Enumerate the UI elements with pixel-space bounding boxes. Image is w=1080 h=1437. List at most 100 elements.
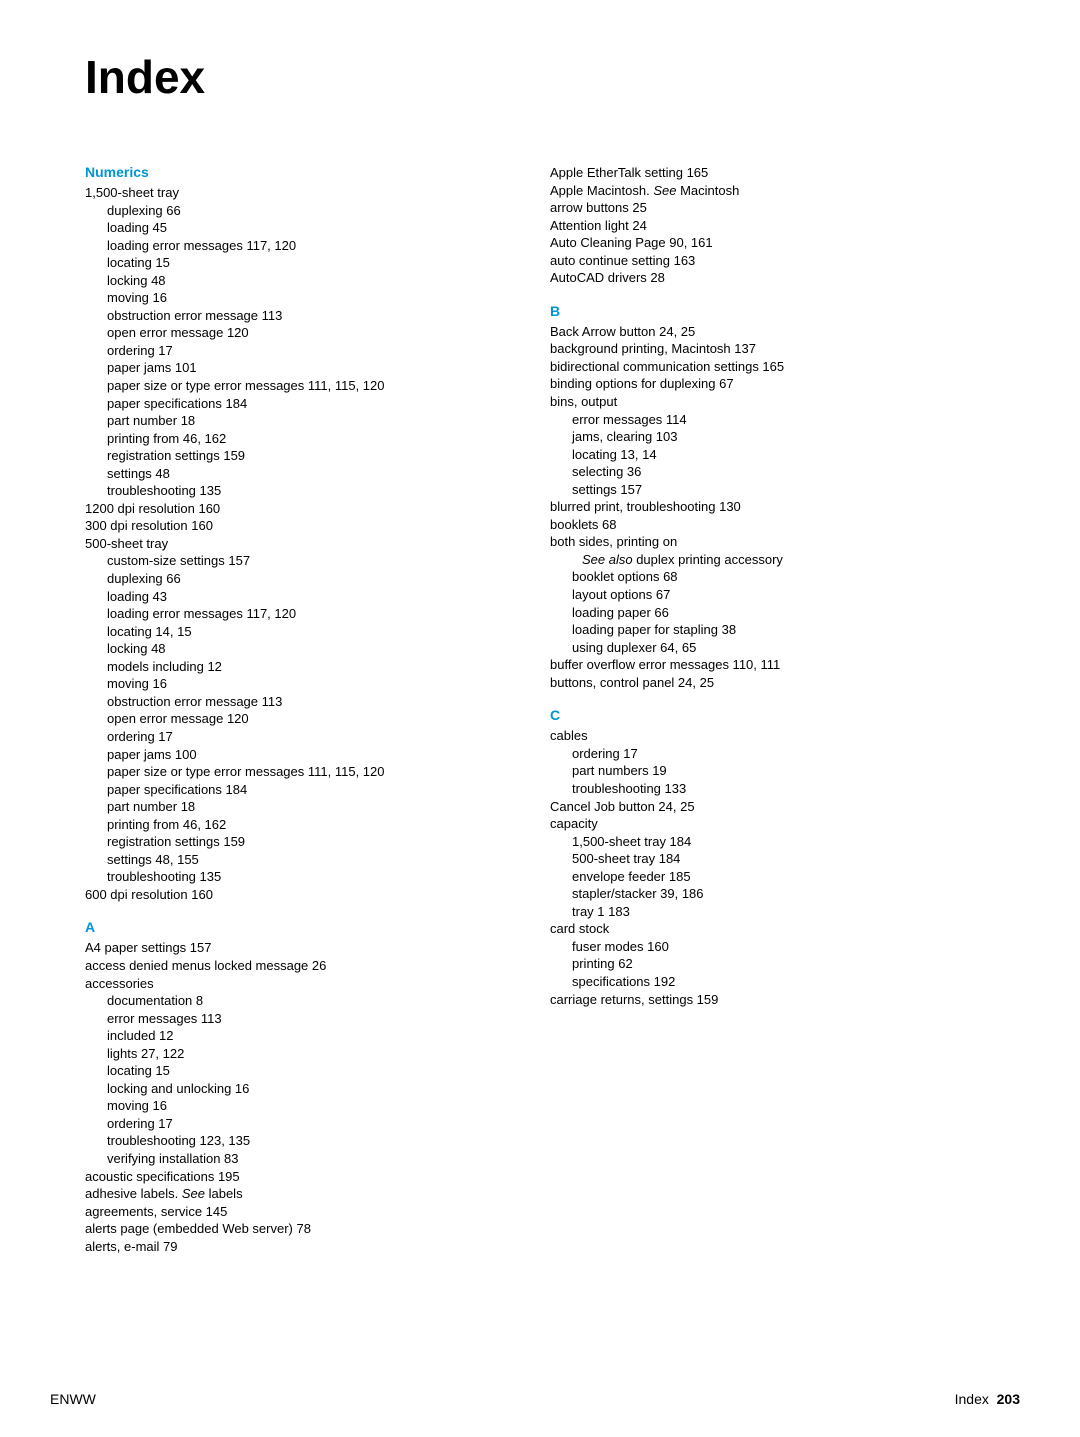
- index-entry: locking and unlocking 16: [85, 1080, 530, 1098]
- index-entry: loading 45: [85, 219, 530, 237]
- index-entry: locating 13, 14: [550, 446, 995, 464]
- index-entry: locating 14, 15: [85, 623, 530, 641]
- index-entry: lights 27, 122: [85, 1045, 530, 1063]
- index-entry: locating 15: [85, 254, 530, 272]
- index-entry: troubleshooting 123, 135: [85, 1132, 530, 1150]
- index-entry: loading paper 66: [550, 604, 995, 622]
- index-entry: locking 48: [85, 272, 530, 290]
- index-entry: ordering 17: [85, 1115, 530, 1133]
- index-entry: arrow buttons 25: [550, 199, 995, 217]
- index-entry: printing from 46, 162: [85, 430, 530, 448]
- index-entry: Back Arrow button 24, 25: [550, 323, 995, 341]
- index-entry: See also duplex printing accessory: [550, 551, 995, 569]
- index-entry: booklets 68: [550, 516, 995, 534]
- index-entry: included 12: [85, 1027, 530, 1045]
- index-entry: selecting 36: [550, 463, 995, 481]
- section-heading: Numerics: [85, 164, 530, 180]
- index-entry: error messages 113: [85, 1010, 530, 1028]
- index-entry: part number 18: [85, 412, 530, 430]
- index-entry: 1,500-sheet tray: [85, 184, 530, 202]
- index-entry: verifying installation 83: [85, 1150, 530, 1168]
- index-entry: moving 16: [85, 289, 530, 307]
- index-entry: buttons, control panel 24, 25: [550, 674, 995, 692]
- index-entry: stapler/stacker 39, 186: [550, 885, 995, 903]
- index-entry: Apple Macintosh. See Macintosh: [550, 182, 995, 200]
- index-entry: 600 dpi resolution 160: [85, 886, 530, 904]
- index-entry: ordering 17: [550, 745, 995, 763]
- index-entry: 300 dpi resolution 160: [85, 517, 530, 535]
- index-entry: fuser modes 160: [550, 938, 995, 956]
- index-entry: loading error messages 117, 120: [85, 237, 530, 255]
- index-entry: paper jams 101: [85, 359, 530, 377]
- index-entry: access denied menus locked message 26: [85, 957, 530, 975]
- index-entry: printing 62: [550, 955, 995, 973]
- index-entry: alerts, e-mail 79: [85, 1238, 530, 1256]
- index-entry: Cancel Job button 24, 25: [550, 798, 995, 816]
- page-title: Index: [85, 50, 995, 104]
- index-entry: 1,500-sheet tray 184: [550, 833, 995, 851]
- page-footer: ENWW Index 203: [50, 1391, 1020, 1407]
- index-entry: AutoCAD drivers 28: [550, 269, 995, 287]
- index-entry: 1200 dpi resolution 160: [85, 500, 530, 518]
- index-entry: loading paper for stapling 38: [550, 621, 995, 639]
- index-entry: part numbers 19: [550, 762, 995, 780]
- index-entry: specifications 192: [550, 973, 995, 991]
- footer-left: ENWW: [50, 1391, 96, 1407]
- index-entry: troubleshooting 133: [550, 780, 995, 798]
- index-entry: layout options 67: [550, 586, 995, 604]
- index-entry: booklet options 68: [550, 568, 995, 586]
- index-entry: binding options for duplexing 67: [550, 375, 995, 393]
- index-entry: envelope feeder 185: [550, 868, 995, 886]
- index-entry: loading error messages 117, 120: [85, 605, 530, 623]
- index-entry: 500-sheet tray: [85, 535, 530, 553]
- section-heading: B: [550, 303, 995, 319]
- index-entry: duplexing 66: [85, 570, 530, 588]
- index-entry: Auto Cleaning Page 90, 161: [550, 234, 995, 252]
- index-entry: alerts page (embedded Web server) 78: [85, 1220, 530, 1238]
- footer-page-number: 203: [997, 1391, 1020, 1407]
- index-entry: bins, output: [550, 393, 995, 411]
- index-entry: moving 16: [85, 675, 530, 693]
- index-entry: paper jams 100: [85, 746, 530, 764]
- footer-label: Index: [955, 1391, 989, 1407]
- index-entry: acoustic specifications 195: [85, 1168, 530, 1186]
- index-entry: open error message 120: [85, 710, 530, 728]
- index-entry: troubleshooting 135: [85, 482, 530, 500]
- index-entry: part number 18: [85, 798, 530, 816]
- index-entry: registration settings 159: [85, 833, 530, 851]
- index-entry: jams, clearing 103: [550, 428, 995, 446]
- index-entry: cables: [550, 727, 995, 745]
- index-entry: error messages 114: [550, 411, 995, 429]
- index-entry: settings 48, 155: [85, 851, 530, 869]
- index-entry: paper specifications 184: [85, 395, 530, 413]
- index-entry: documentation 8: [85, 992, 530, 1010]
- index-entry: printing from 46, 162: [85, 816, 530, 834]
- index-entry: obstruction error message 113: [85, 307, 530, 325]
- index-entry: adhesive labels. See labels: [85, 1185, 530, 1203]
- index-entry: background printing, Macintosh 137: [550, 340, 995, 358]
- column-right: Apple EtherTalk setting 165Apple Macinto…: [550, 164, 995, 1255]
- index-entry: A4 paper settings 157: [85, 939, 530, 957]
- index-entry: loading 43: [85, 588, 530, 606]
- index-entry: duplexing 66: [85, 202, 530, 220]
- index-entry: auto continue setting 163: [550, 252, 995, 270]
- index-entry: both sides, printing on: [550, 533, 995, 551]
- index-entry: obstruction error message 113: [85, 693, 530, 711]
- index-entry: ordering 17: [85, 342, 530, 360]
- index-columns: Numerics1,500-sheet trayduplexing 66load…: [85, 164, 995, 1255]
- index-entry: buffer overflow error messages 110, 111: [550, 656, 995, 674]
- index-entry: settings 48: [85, 465, 530, 483]
- section-heading: C: [550, 707, 995, 723]
- index-entry: registration settings 159: [85, 447, 530, 465]
- index-entry: capacity: [550, 815, 995, 833]
- index-entry: Apple EtherTalk setting 165: [550, 164, 995, 182]
- index-entry: carriage returns, settings 159: [550, 991, 995, 1009]
- index-entry: paper specifications 184: [85, 781, 530, 799]
- index-entry: locking 48: [85, 640, 530, 658]
- index-entry: custom-size settings 157: [85, 552, 530, 570]
- index-entry: open error message 120: [85, 324, 530, 342]
- index-entry: settings 157: [550, 481, 995, 499]
- column-left: Numerics1,500-sheet trayduplexing 66load…: [85, 164, 530, 1255]
- index-entry: bidirectional communication settings 165: [550, 358, 995, 376]
- index-entry: paper size or type error messages 111, 1…: [85, 377, 530, 395]
